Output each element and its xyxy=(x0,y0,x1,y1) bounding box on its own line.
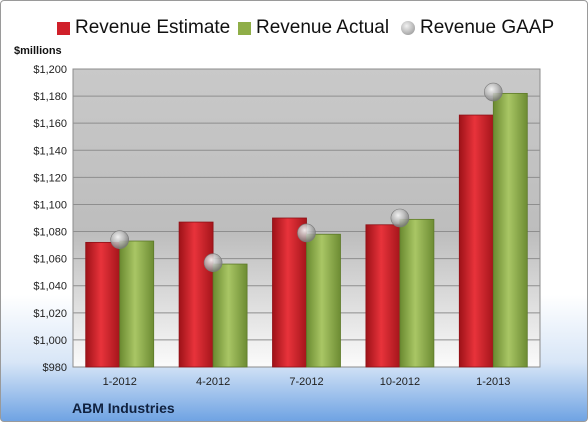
y-tick-label: $1,200 xyxy=(33,64,67,76)
y-tick-label: $1,180 xyxy=(33,91,67,103)
legend-label-gaap: Revenue GAAP xyxy=(420,17,555,38)
x-tick-label: 7-2012 xyxy=(289,376,323,388)
x-tick-label: 4-2012 xyxy=(196,376,230,388)
y-tick-label: $980 xyxy=(43,362,67,374)
gaap-marker xyxy=(297,223,316,243)
actual-swatch xyxy=(238,21,251,35)
x-tick-label: 1-2012 xyxy=(103,376,137,388)
gaap-marker xyxy=(203,253,223,273)
actual-bar xyxy=(306,233,341,368)
x-tick-label: 1-2013 xyxy=(476,376,510,388)
x-tick-label: 10-2012 xyxy=(380,376,420,388)
actual-bar xyxy=(212,263,248,368)
gaap-marker xyxy=(390,208,410,228)
y-tick-label: $1,080 xyxy=(33,227,67,239)
y-tick-label: $1,120 xyxy=(33,172,67,184)
y-tick-label: $1,040 xyxy=(33,281,67,293)
estimate-bar xyxy=(365,224,401,368)
legend-item-estimate: Revenue Estimate xyxy=(57,17,230,39)
y-axis-units: $millions xyxy=(14,45,62,57)
y-tick-label: $1,020 xyxy=(33,308,67,320)
estimate-bar xyxy=(178,221,214,368)
y-tick-label: $1,060 xyxy=(33,254,67,266)
gaap-marker xyxy=(483,82,503,102)
estimate-bar xyxy=(272,217,307,368)
y-tick-label: $1,000 xyxy=(33,335,67,347)
y-tick-label: $1,100 xyxy=(33,199,67,211)
company-name: ABM Industries xyxy=(72,400,175,416)
y-tick-label: $1,160 xyxy=(33,118,67,130)
legend-item-actual: Revenue Actual xyxy=(238,17,389,39)
estimate-swatch xyxy=(57,21,70,35)
legend-label-actual: Revenue Actual xyxy=(256,17,390,38)
actual-bar xyxy=(492,92,528,368)
y-tick-label: $1,140 xyxy=(33,145,67,157)
gaap-marker-swatch xyxy=(401,21,415,35)
legend-label-estimate: Revenue Estimate xyxy=(75,17,231,38)
actual-bar xyxy=(119,240,155,368)
gaap-marker xyxy=(110,230,129,249)
estimate-bar xyxy=(85,241,121,368)
actual-bar xyxy=(399,218,435,368)
legend-item-gaap: Revenue GAAP xyxy=(401,17,554,39)
estimate-bar xyxy=(458,114,494,368)
